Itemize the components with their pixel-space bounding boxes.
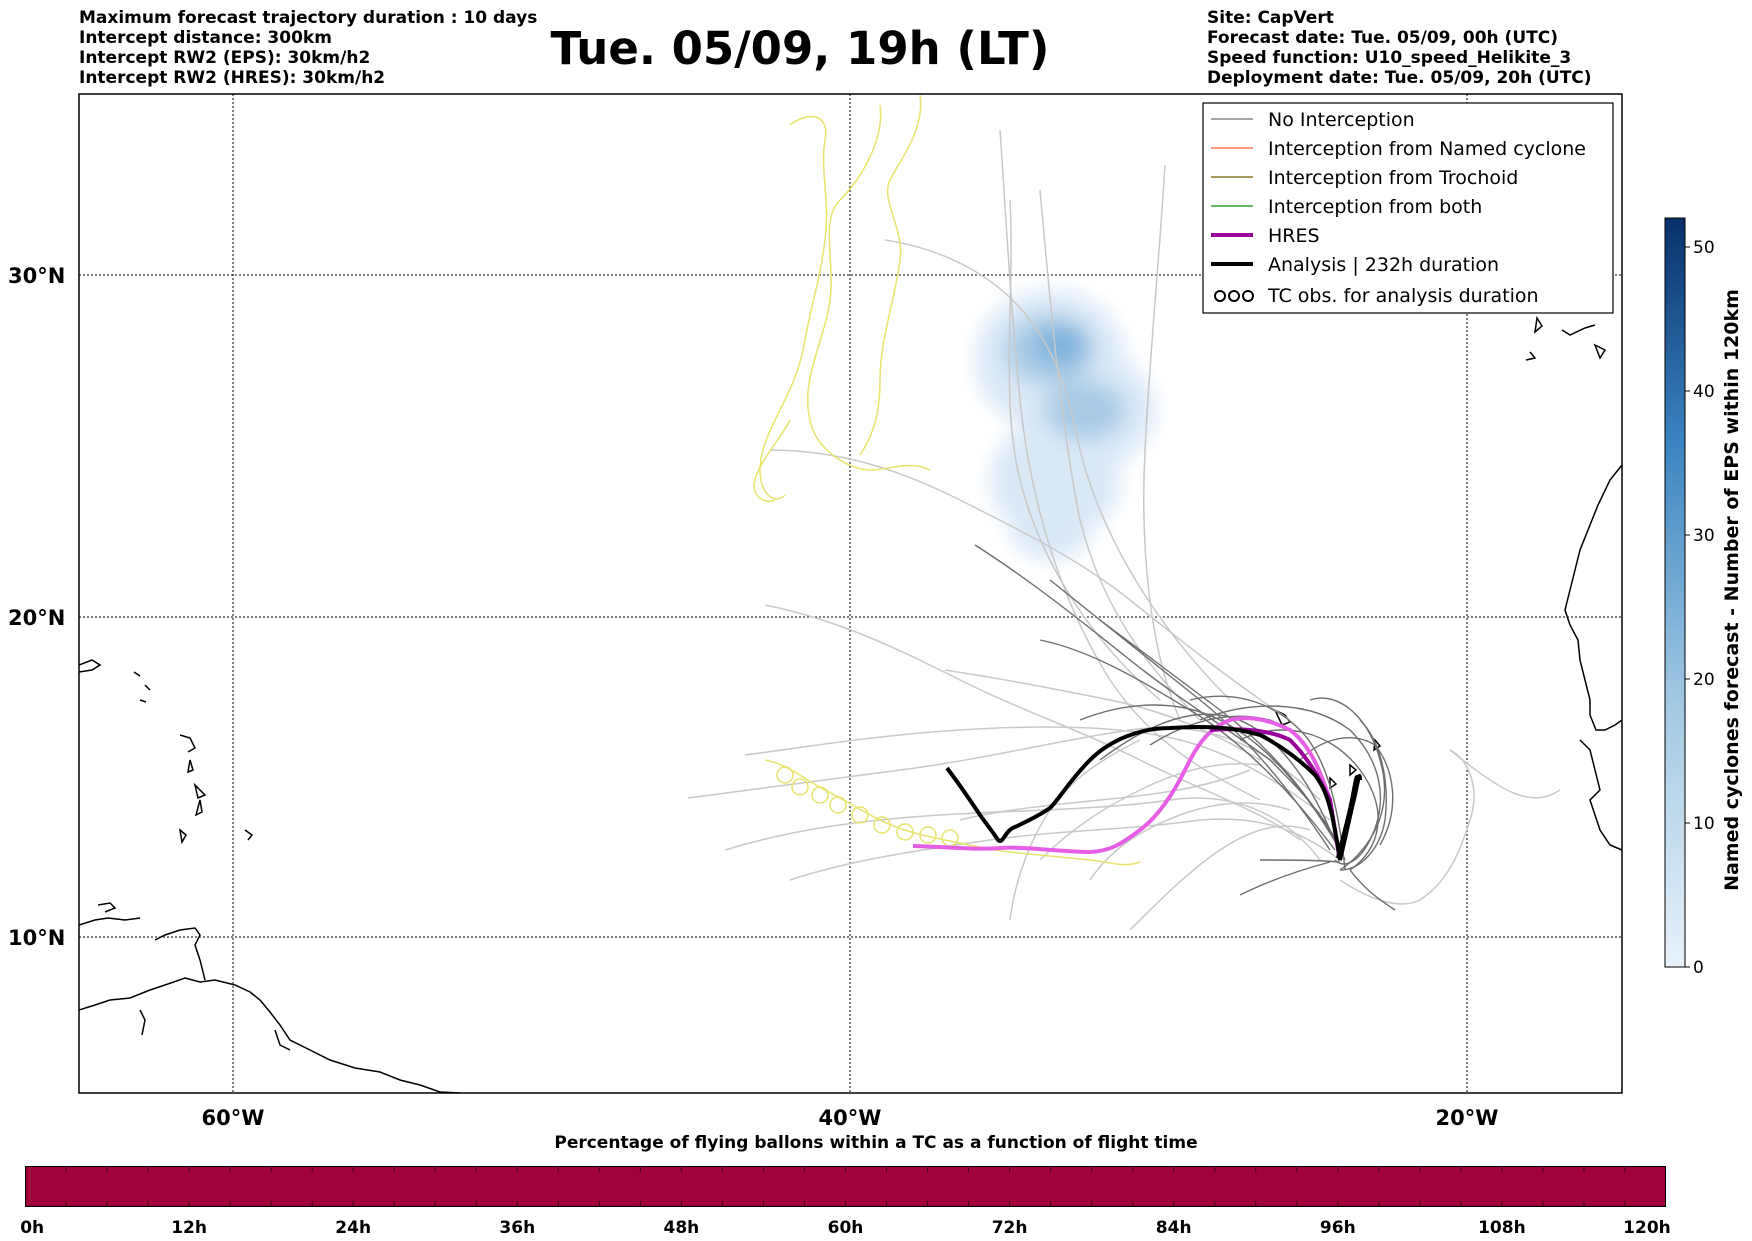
analysis-trajectory-tail (1336, 774, 1360, 859)
lon-label: 20°W (1436, 1106, 1499, 1130)
page-title: Tue. 05/09, 19h (LT) (550, 22, 1050, 75)
legend-label: No Interception (1268, 109, 1415, 131)
colorbar-tick: 30 (1693, 526, 1715, 546)
colorbar-ticks: 0 10 20 30 40 50 (1685, 238, 1715, 978)
legend-item-hres: HRES (1211, 225, 1320, 247)
map-frame (78, 93, 1623, 1094)
trochoid-tracks (753, 94, 1141, 866)
colorbar-tick: 20 (1693, 670, 1715, 690)
legend-item-tc-obs: TC obs. for analysis duration (1214, 285, 1539, 307)
map-plot-area: No Interception Interception from Named … (79, 94, 1622, 1093)
hres-trajectory-dark (1209, 727, 1342, 861)
header-left-info: Maximum forecast trajectory duration : 1… (79, 8, 537, 88)
ensemble-trajectories-light (687, 129, 1561, 931)
timebar-label: 0h (20, 1218, 45, 1238)
header-right-line: Speed function: U10_speed_Helikite_3 (1207, 48, 1572, 68)
lon-label: 60°W (202, 1106, 265, 1130)
lat-label: 20°N (8, 606, 65, 630)
colorbar-tick: 10 (1693, 814, 1715, 834)
colorbar: 0 10 20 30 40 50 Named cyclones forecast… (1664, 217, 1743, 978)
legend-label: Interception from Trochoid (1268, 167, 1518, 189)
legend-label: HRES (1268, 225, 1320, 247)
legend-label: Interception from Named cyclone (1268, 138, 1586, 160)
legend-label: Analysis | 232h duration (1268, 254, 1499, 276)
timebar-label: 96h (1319, 1218, 1356, 1238)
latitude-labels: 30°N 20°N 10°N (8, 264, 65, 950)
lat-label: 30°N (8, 264, 65, 288)
timebar-label: 12h (171, 1218, 207, 1238)
timebar-caption: Percentage of flying ballons within a TC… (554, 1133, 1198, 1153)
header-right-info: Site: CapVert Forecast date: Tue. 05/09,… (1207, 8, 1592, 88)
colorbar-tick: 40 (1693, 382, 1715, 402)
timebar-label: 72h (991, 1218, 1028, 1238)
legend-label: TC obs. for analysis duration (1267, 285, 1539, 307)
header-left-line: Intercept RW2 (EPS): 30km/h2 (79, 48, 371, 68)
legend: No Interception Interception from Named … (1202, 102, 1614, 314)
legend-item-named-cyclone: Interception from Named cyclone (1211, 138, 1586, 160)
legend-item-both: Interception from both (1211, 196, 1482, 218)
longitude-labels: 60°W 40°W 20°W (202, 1106, 1499, 1130)
header-left-line: Intercept distance: 300km (79, 28, 332, 48)
legend-item-analysis: Analysis | 232h duration (1211, 254, 1499, 276)
tc-loops-icon (1214, 290, 1254, 302)
analysis-trajectory (945, 724, 1362, 861)
timebar-label: 108h (1478, 1218, 1526, 1238)
timebar-label: 84h (1155, 1218, 1192, 1238)
header-left-line: Maximum forecast trajectory duration : 1… (79, 8, 538, 28)
header-right-line: Deployment date: Tue. 05/09, 20h (UTC) (1207, 68, 1592, 88)
timebar-ticks (65, 1166, 1626, 1207)
timebar-label: 36h (499, 1218, 536, 1238)
timebar-label: 120h (1623, 1218, 1671, 1238)
legend-item-no-interception: No Interception (1211, 109, 1415, 131)
hres-trajectory (912, 716, 1342, 861)
colorbar-gradient (1664, 217, 1686, 968)
timebar-label: 24h (335, 1218, 372, 1238)
header-right-line: Site: CapVert (1207, 8, 1334, 28)
coastlines (79, 315, 1622, 1093)
colorbar-tick: 0 (1693, 958, 1704, 978)
colorbar-tick: 50 (1693, 238, 1715, 258)
header-right-line: Forecast date: Tue. 05/09, 00h (UTC) (1207, 28, 1558, 48)
lon-label: 40°W (819, 1106, 882, 1130)
legend-label: Interception from both (1268, 196, 1482, 218)
legend-item-trochoid: Interception from Trochoid (1211, 167, 1518, 189)
timebar-label: 48h (663, 1218, 700, 1238)
header-left-line: Intercept RW2 (HRES): 30km/h2 (79, 68, 386, 88)
lat-label: 10°N (8, 926, 65, 950)
timebar-label: 60h (827, 1218, 864, 1238)
colorbar-label: Named cyclones forecast - Number of EPS … (1721, 289, 1743, 891)
trajectory-map: No Interception Interception from Named … (8, 93, 1743, 1130)
